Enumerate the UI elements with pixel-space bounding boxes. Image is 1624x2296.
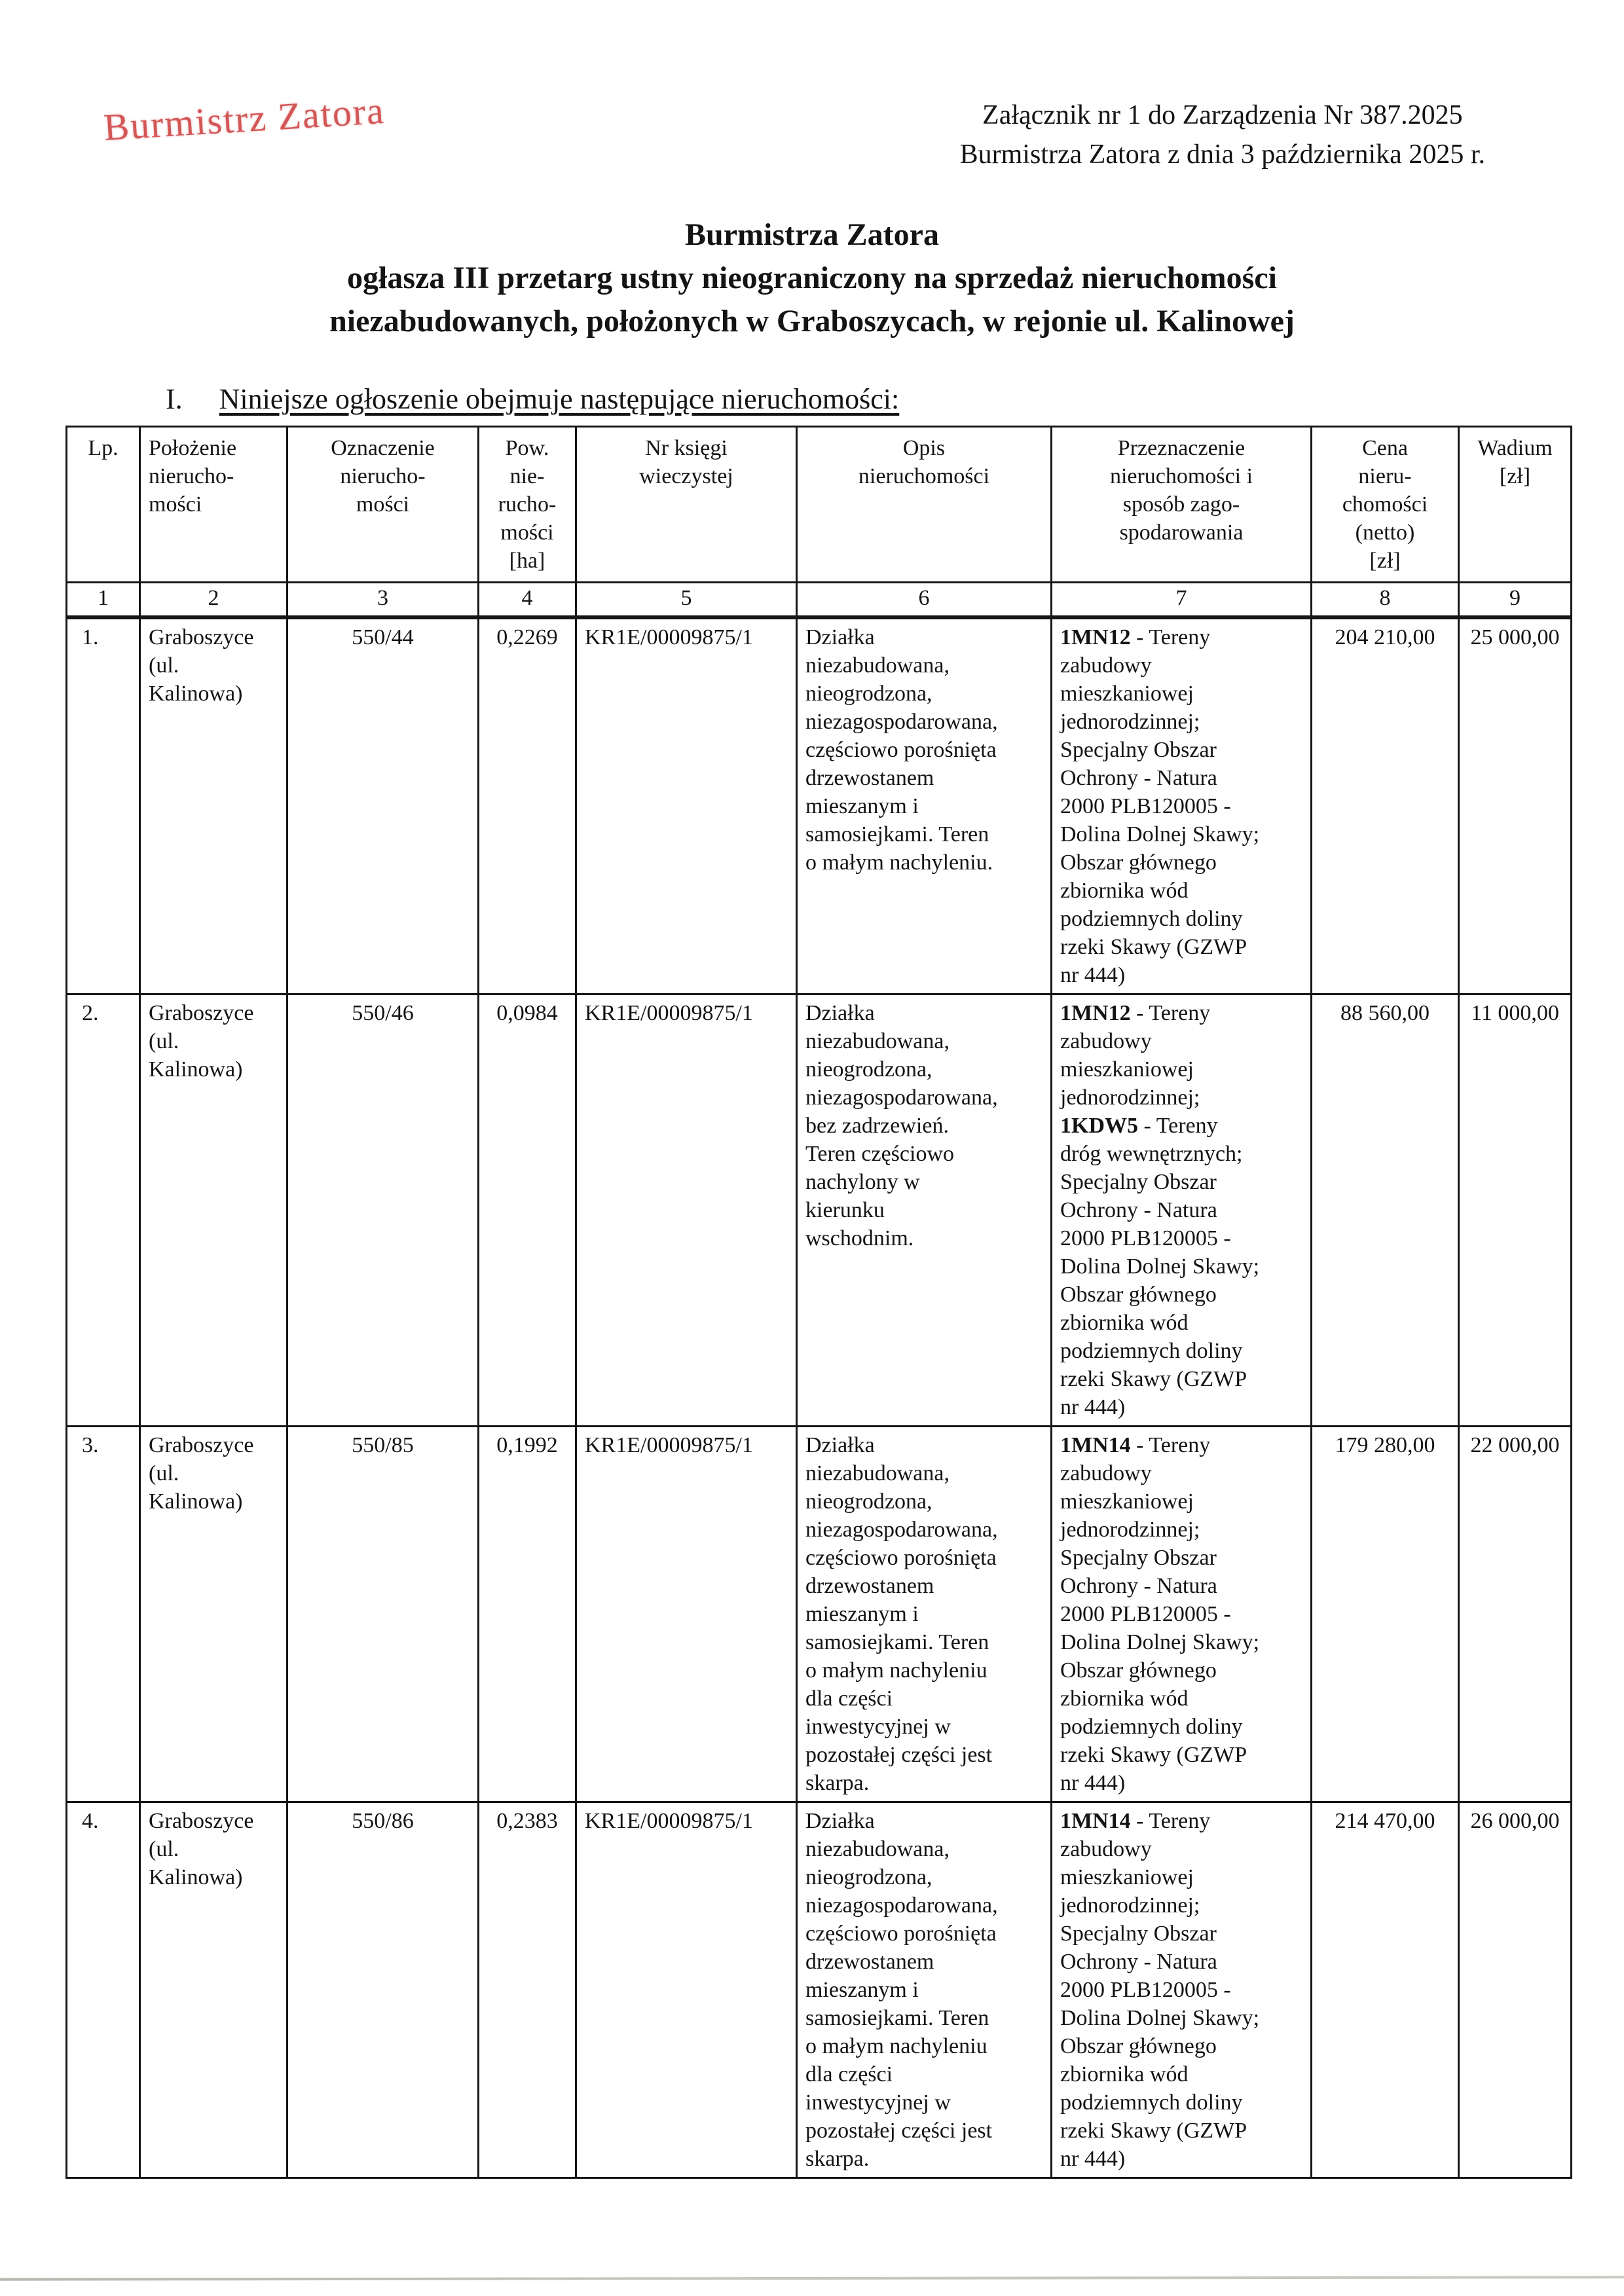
attachment-line-2: Burmistrza Zatora z dnia 3 października … [959,139,1485,170]
cell-description: Działka niezabudowana, nieogrodzona, nie… [796,616,1052,995]
table-row: 4. Graboszyce (ul. Kalinowa) 550/86 0,23… [65,1801,1572,2179]
column-number: 8 [1310,581,1460,619]
cell-location: Graboszyce (ul. Kalinowa) [139,1801,288,2179]
section-text: Niniejsze ogłoszenie obejmuje następując… [219,383,900,415]
column-number: 4 [477,581,577,619]
cell-price: 179 280,00 [1310,1425,1460,1803]
col-header-designation: Oznaczenie nierucho- mości [286,426,479,583]
cell-description: Działka niezabudowana, nieogrodzona, nie… [796,1801,1052,2179]
column-number: 1 [65,581,141,619]
cell-plot-number: 550/46 [286,993,479,1427]
cell-purpose: 1MN14 - Tereny zabudowy mieszkaniowej je… [1050,1801,1312,2179]
cell-deposit: 25 000,00 [1458,616,1572,995]
col-header-location: Położenie nierucho- mości [139,426,288,583]
cell-lp: 2. [65,993,141,1427]
column-number: 2 [139,581,288,619]
table-header-row: Lp. Położenie nierucho- mości Oznaczenie… [65,426,1572,583]
cell-location: Graboszyce (ul. Kalinowa) [139,616,288,995]
col-header-area: Pow. nie- rucho- mości [ha] [477,426,577,583]
cell-location: Graboszyce (ul. Kalinowa) [139,993,288,1427]
cell-area: 0,2383 [477,1801,577,2179]
cell-land-register: KR1E/00009875/1 [575,1801,798,2179]
cell-price: 214 470,00 [1310,1801,1460,2179]
cell-deposit: 22 000,00 [1458,1425,1572,1803]
attachment-line-1: Załącznik nr 1 do Zarządzenia Nr 387.202… [982,100,1463,130]
cell-description: Działka niezabudowana, nieogrodzona, nie… [796,1425,1052,1803]
cell-price: 204 210,00 [1310,616,1460,995]
cell-plot-number: 550/86 [286,1801,479,2179]
column-number: 9 [1458,581,1572,619]
title-line-1: Burmistrza Zatora [685,217,939,252]
column-number-row: 1 2 3 4 5 6 7 8 9 [65,581,1572,619]
cell-purpose: 1MN12 - Tereny zabudowy mieszkaniowej je… [1050,993,1312,1427]
col-header-land-register: Nr księgi wieczystej [575,426,798,583]
cell-lp: 1. [65,616,141,995]
section-numeral: I. [166,383,183,415]
cell-deposit: 11 000,00 [1458,993,1572,1427]
cell-area: 0,0984 [477,993,577,1427]
cell-purpose: 1MN14 - Tereny zabudowy mieszkaniowej je… [1050,1425,1312,1803]
table-row: 2. Graboszyce (ul. Kalinowa) 550/46 0,09… [65,993,1572,1427]
properties-table: Lp. Położenie nierucho- mości Oznaczenie… [65,426,1572,2179]
cell-plot-number: 550/44 [286,616,479,995]
column-number: 5 [575,581,798,619]
title-line-3: niezabudowanych, położonych w Graboszyca… [329,304,1295,338]
cell-land-register: KR1E/00009875/1 [575,993,798,1427]
col-header-price: Cena nieru- chomości (netto) [zł] [1310,426,1460,583]
cell-land-register: KR1E/00009875/1 [575,616,798,995]
section-heading: I. Niniejsze ogłoszenie obejmuje następuj… [166,382,899,416]
column-number: 6 [796,581,1052,619]
cell-purpose: 1MN12 - Tereny zabudowy mieszkaniowej je… [1050,616,1312,995]
scan-page-edge-line [0,2276,1624,2281]
cell-plot-number: 550/85 [286,1425,479,1803]
cell-land-register: KR1E/00009875/1 [575,1425,798,1803]
cell-price: 88 560,00 [1310,993,1460,1427]
table-row: 3. Graboszyce (ul. Kalinowa) 550/85 0,19… [65,1425,1572,1803]
cell-deposit: 26 000,00 [1458,1801,1572,2179]
cell-area: 0,2269 [477,616,577,995]
title-line-2: ogłasza III przetarg ustny nieograniczon… [347,261,1277,295]
cell-area: 0,1992 [477,1425,577,1803]
col-header-lp: Lp. [65,426,141,583]
column-number: 3 [286,581,479,619]
attachment-reference: Załącznik nr 1 do Zarządzenia Nr 387.202… [960,96,1485,174]
mayor-red-stamp: Burmistrz Zatora [102,88,386,149]
col-header-purpose: Przeznaczenie nieruchomości i sposób zag… [1050,426,1312,583]
cell-lp: 4. [65,1801,141,2179]
cell-location: Graboszyce (ul. Kalinowa) [139,1425,288,1803]
cell-description: Działka niezabudowana, nieogrodzona, nie… [796,993,1052,1427]
cell-lp: 3. [65,1425,141,1803]
col-header-deposit: Wadium [zł] [1458,426,1572,583]
column-number: 7 [1050,581,1312,619]
col-header-description: Opis nieruchomości [796,426,1052,583]
announcement-title: Burmistrza Zatora ogłasza III przetarg u… [0,213,1624,343]
table-row: 1. Graboszyce (ul. Kalinowa) 550/44 0,22… [65,616,1572,995]
